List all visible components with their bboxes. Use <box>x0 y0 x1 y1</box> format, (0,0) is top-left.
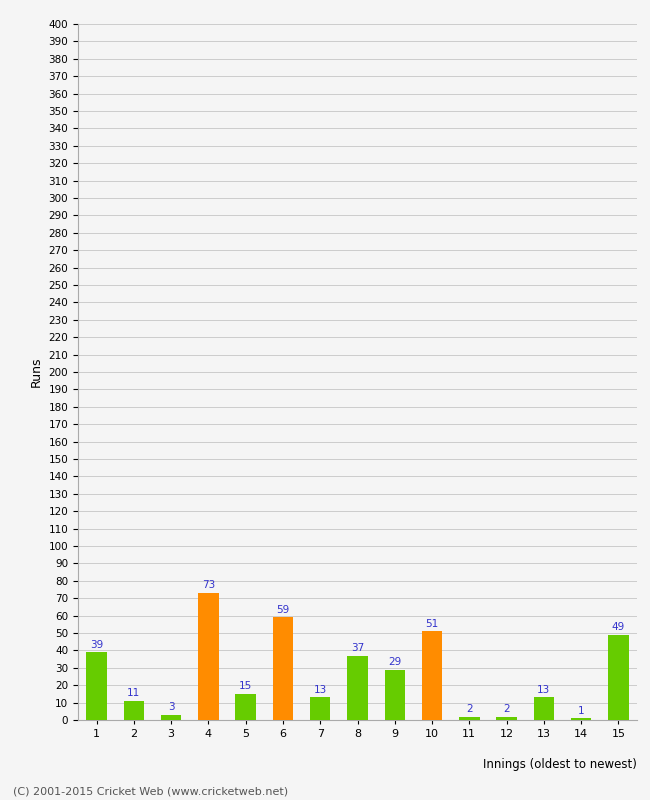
Bar <box>161 714 181 720</box>
Bar <box>124 701 144 720</box>
Bar <box>235 694 256 720</box>
Bar <box>497 717 517 720</box>
Text: 49: 49 <box>612 622 625 632</box>
Text: 59: 59 <box>276 605 290 614</box>
Text: 29: 29 <box>388 657 402 667</box>
Bar <box>347 656 368 720</box>
Text: 13: 13 <box>537 685 551 694</box>
Text: 2: 2 <box>503 704 510 714</box>
Text: 13: 13 <box>313 685 327 694</box>
Text: 37: 37 <box>351 643 364 653</box>
Text: Innings (oldest to newest): Innings (oldest to newest) <box>483 758 637 771</box>
Bar <box>86 652 107 720</box>
Bar <box>310 698 330 720</box>
Text: (C) 2001-2015 Cricket Web (www.cricketweb.net): (C) 2001-2015 Cricket Web (www.cricketwe… <box>13 786 288 796</box>
Bar <box>198 593 218 720</box>
Bar <box>534 698 554 720</box>
Text: 11: 11 <box>127 688 140 698</box>
Bar <box>459 717 480 720</box>
Text: 1: 1 <box>578 706 584 716</box>
Bar <box>571 718 592 720</box>
Text: 3: 3 <box>168 702 174 712</box>
Bar <box>422 631 442 720</box>
Y-axis label: Runs: Runs <box>30 357 43 387</box>
Text: 2: 2 <box>466 704 473 714</box>
Text: 39: 39 <box>90 639 103 650</box>
Text: 51: 51 <box>425 618 439 629</box>
Bar <box>608 634 629 720</box>
Bar <box>273 618 293 720</box>
Text: 73: 73 <box>202 580 215 590</box>
Text: 15: 15 <box>239 682 252 691</box>
Bar <box>385 670 405 720</box>
